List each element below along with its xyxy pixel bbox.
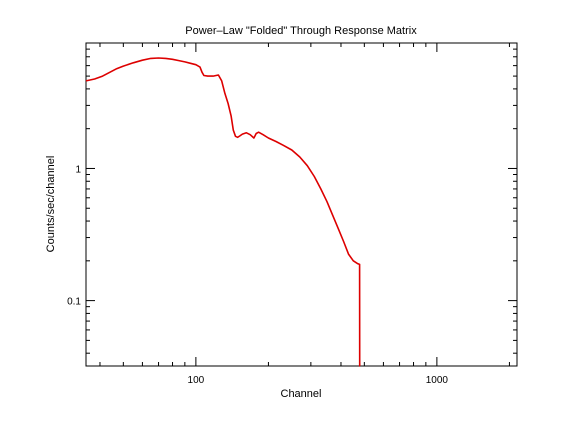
x-axis-label: Channel (281, 388, 322, 400)
y-tick-label: 1 (75, 164, 81, 175)
y-tick-label: 0.1 (67, 297, 81, 308)
plot-frame (85, 42, 518, 367)
series-line (85, 57, 361, 367)
tick-labels-group: 100 1000 0.1 1 (67, 164, 448, 386)
ticks-group (86, 43, 517, 366)
x-tick-label: 1000 (426, 375, 449, 386)
chart-title: Power–Law "Folded" Through Response Matr… (185, 25, 417, 37)
x-tick-label: 100 (188, 375, 205, 386)
y-axis-label: Counts/sec/channel (45, 156, 57, 253)
